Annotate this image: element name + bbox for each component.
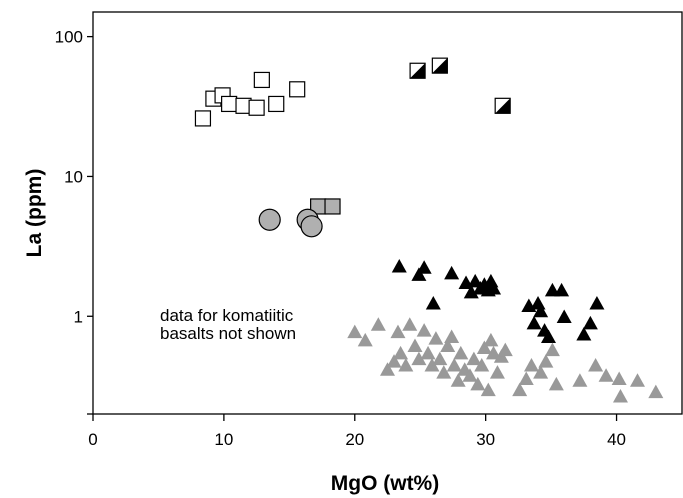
grey-triangle-point — [470, 376, 486, 391]
grey-triangle-point — [512, 382, 528, 397]
annotation-line-2: basalts not shown — [160, 324, 296, 343]
grey-triangle-point — [572, 373, 588, 387]
open-square-point — [289, 81, 306, 98]
black-triangle-point — [526, 315, 542, 330]
grey-triangle-point — [533, 365, 549, 379]
black-triangle-point — [530, 295, 546, 310]
grey-triangle-point — [497, 342, 513, 357]
grey-triangle-point — [474, 358, 490, 372]
black-triangle-point — [444, 265, 460, 280]
x-tick-label: 0 — [88, 430, 97, 449]
grey-triangle-point — [390, 324, 406, 339]
grey-triangle-point — [611, 371, 627, 386]
grey-circle-point — [300, 215, 323, 238]
grey-triangle-point — [347, 324, 363, 339]
grey-triangle-point — [446, 358, 462, 372]
grey-square-point — [324, 198, 341, 215]
grey-triangle-point — [380, 362, 395, 376]
black-triangle-point — [391, 258, 407, 273]
grey-triangle-point — [486, 345, 502, 360]
black-triangle-point — [582, 315, 598, 330]
x-axis-ticks: 0 10 20 30 40 — [88, 414, 626, 449]
x-tick-label: 30 — [476, 430, 495, 449]
grey-triangle-point — [444, 329, 460, 343]
black-triangle-point — [416, 260, 432, 274]
grey-triangle-point — [629, 373, 645, 387]
black-triangle-point — [411, 267, 427, 281]
half-filled-square-point — [494, 97, 511, 114]
black-triangle-point — [486, 280, 502, 295]
grey-triangle-point — [432, 351, 448, 366]
grey-triangle-point — [612, 389, 628, 403]
y-tick-label: 1 — [74, 307, 83, 326]
x-axis-title: MgO (wt%) — [331, 472, 439, 495]
black-triangle-point — [556, 309, 572, 324]
grey-triangle-point — [407, 338, 423, 353]
open-square-point — [253, 71, 270, 89]
x-tick-label: 40 — [607, 430, 626, 449]
grey-triangle-point — [428, 331, 444, 345]
grey-triangle-point — [453, 345, 469, 360]
grey-triangle-point — [548, 376, 564, 391]
axes — [92, 11, 683, 415]
grey-triangle-point — [357, 332, 373, 347]
grey-circle-point — [258, 208, 281, 231]
grey-triangle-point — [411, 351, 427, 366]
x-tick-label: 10 — [214, 430, 233, 449]
black-triangle-point — [463, 284, 479, 299]
black-triangle-point — [540, 329, 556, 343]
grey-triangle-point — [398, 358, 414, 372]
open-square-point — [221, 95, 238, 113]
grey-triangle-point — [370, 317, 386, 331]
grey-triangle-point — [386, 354, 402, 368]
grey-triangle-point — [480, 382, 496, 397]
y-tick-label: 10 — [64, 167, 83, 186]
grey-triangle-point — [462, 368, 478, 382]
grey-triangle-point — [588, 358, 604, 372]
black-triangle-point — [425, 295, 441, 310]
grey-triangle-point — [424, 358, 440, 372]
x-tick-label: 20 — [345, 430, 364, 449]
grey-triangle-point — [544, 342, 560, 357]
plot-area-frame — [92, 11, 683, 415]
grey-triangle-point — [538, 354, 554, 368]
grey-triangle-point — [440, 338, 456, 353]
half-filled-square-point — [409, 62, 426, 79]
grey-triangle-point — [420, 345, 436, 360]
grey-triangle-point — [436, 365, 452, 379]
half-filled-square-point — [431, 57, 448, 74]
grey-triangle-point — [393, 345, 409, 360]
grey-triangle-point — [489, 365, 505, 379]
black-triangle-point — [576, 326, 592, 341]
grey-triangle-point — [523, 358, 539, 372]
y-tick-label: 100 — [55, 28, 83, 47]
black-triangle-point — [554, 282, 570, 297]
grey-triangle-point — [483, 332, 499, 347]
open-square-point — [268, 95, 285, 113]
annotation-line-1: data for komatiitic — [160, 306, 294, 325]
grey-triangle-point — [450, 373, 466, 387]
y-axis-title: La (ppm) — [23, 169, 46, 258]
grey-triangle-point — [518, 371, 534, 386]
grey-triangle-point — [466, 351, 482, 366]
open-square-point — [194, 110, 212, 127]
grey-triangle-point — [476, 340, 492, 355]
grey-triangle-point — [598, 368, 614, 382]
black-triangle-point — [589, 295, 605, 310]
open-square-point — [248, 99, 265, 116]
black-triangle-point — [533, 303, 549, 318]
y-axis-ticks: 1 10 100 — [55, 28, 93, 415]
grey-triangle-point — [416, 323, 432, 337]
grey-triangle-point — [648, 384, 664, 399]
grey-triangle-point — [402, 317, 418, 331]
data-markers — [194, 57, 664, 403]
